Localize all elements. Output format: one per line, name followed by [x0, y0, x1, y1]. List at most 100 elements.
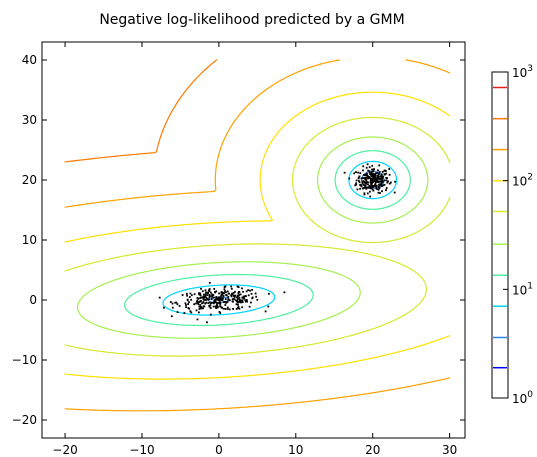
sample-point: [241, 306, 244, 309]
sample-point: [375, 178, 378, 181]
sample-point: [373, 175, 375, 177]
sample-point: [383, 179, 386, 182]
sample-point: [244, 299, 247, 302]
sample-point: [372, 170, 375, 173]
sample-point: [358, 181, 361, 184]
sample-point: [365, 187, 368, 190]
sample-point: [197, 301, 199, 303]
sample-point: [241, 299, 244, 302]
sample-point: [174, 301, 177, 304]
sample-point: [219, 312, 222, 314]
sample-point: [227, 298, 230, 301]
sample-point: [212, 302, 215, 304]
sample-point: [376, 179, 379, 182]
sample-point: [207, 302, 210, 304]
contour-line: [76, 136, 429, 339]
sample-point: [369, 195, 372, 198]
sample-point: [216, 297, 219, 300]
sample-point: [190, 294, 193, 297]
sample-point: [222, 295, 225, 298]
sample-point: [385, 189, 387, 191]
chart-title: Negative log-likelihood predicted by a G…: [99, 12, 404, 28]
sample-point: [383, 173, 386, 175]
sample-point: [251, 289, 253, 291]
sample-point: [256, 298, 259, 301]
sample-point: [375, 184, 378, 187]
sample-point: [385, 172, 388, 175]
sample-point: [175, 301, 178, 304]
sample-point: [219, 305, 221, 307]
sample-point: [220, 306, 223, 309]
sample-point: [359, 187, 361, 190]
contour-line: [64, 91, 451, 380]
sample-point: [247, 289, 250, 291]
sample-point: [372, 189, 375, 192]
sample-point: [210, 301, 213, 304]
y-axis: −20 −10 0 10 20 30 40: [12, 53, 465, 427]
sample-point: [378, 184, 380, 186]
sample-point: [236, 298, 239, 300]
sample-point: [221, 291, 224, 294]
y-tick-label: 20: [22, 173, 37, 187]
sample-point: [390, 181, 392, 184]
sample-point: [382, 184, 385, 187]
sample-point: [196, 300, 198, 303]
sample-point: [208, 305, 211, 308]
sample-point: [364, 176, 367, 179]
sample-point: [369, 190, 371, 193]
sample-point: [377, 188, 380, 191]
sample-point: [371, 164, 374, 167]
sample-point: [225, 291, 227, 294]
sample-point: [197, 297, 200, 300]
sample-point: [365, 182, 367, 184]
sample-point: [268, 292, 270, 295]
sample-point: [372, 180, 375, 183]
sample-point: [204, 289, 207, 292]
sample-point: [237, 292, 240, 295]
sample-point: [385, 179, 388, 182]
colorbar-ticks: 100 101 102 103: [503, 64, 533, 406]
sample-point: [248, 305, 251, 308]
sample-point: [363, 193, 366, 196]
sample-point: [240, 299, 242, 302]
sample-point: [364, 185, 367, 187]
sample-point: [185, 304, 187, 306]
x-tick-label: −20: [52, 443, 77, 457]
sample-point: [367, 181, 369, 184]
sample-point: [354, 184, 357, 187]
sample-point: [240, 301, 242, 304]
sample-point: [382, 175, 385, 178]
sample-point: [264, 310, 267, 313]
x-tick-label: 20: [365, 443, 380, 457]
sample-point: [198, 308, 201, 310]
sample-point: [241, 296, 244, 299]
sample-point: [219, 303, 222, 305]
sample-point: [186, 292, 188, 295]
sample-point: [199, 300, 202, 302]
contour-line: [64, 116, 451, 357]
sample-point: [170, 315, 173, 318]
sample-point: [357, 171, 360, 174]
sample-point: [201, 302, 203, 305]
sample-point: [364, 181, 366, 184]
sample-point: [365, 172, 368, 175]
y-tick-label: −20: [12, 413, 37, 427]
sample-point: [385, 170, 387, 172]
sample-point: [218, 300, 221, 302]
sample-point: [220, 297, 222, 299]
sample-point: [365, 178, 367, 181]
data-points: [158, 163, 396, 324]
sample-point: [378, 177, 381, 180]
sample-point: [362, 187, 365, 189]
sample-point: [363, 192, 366, 195]
sample-point: [220, 293, 223, 296]
sample-point: [353, 172, 356, 175]
sample-point: [356, 188, 359, 191]
sample-point: [216, 306, 219, 309]
sample-point: [250, 292, 253, 295]
sample-point: [254, 292, 257, 295]
sample-point: [224, 301, 226, 303]
sample-point: [208, 296, 211, 299]
sample-point: [367, 186, 369, 189]
